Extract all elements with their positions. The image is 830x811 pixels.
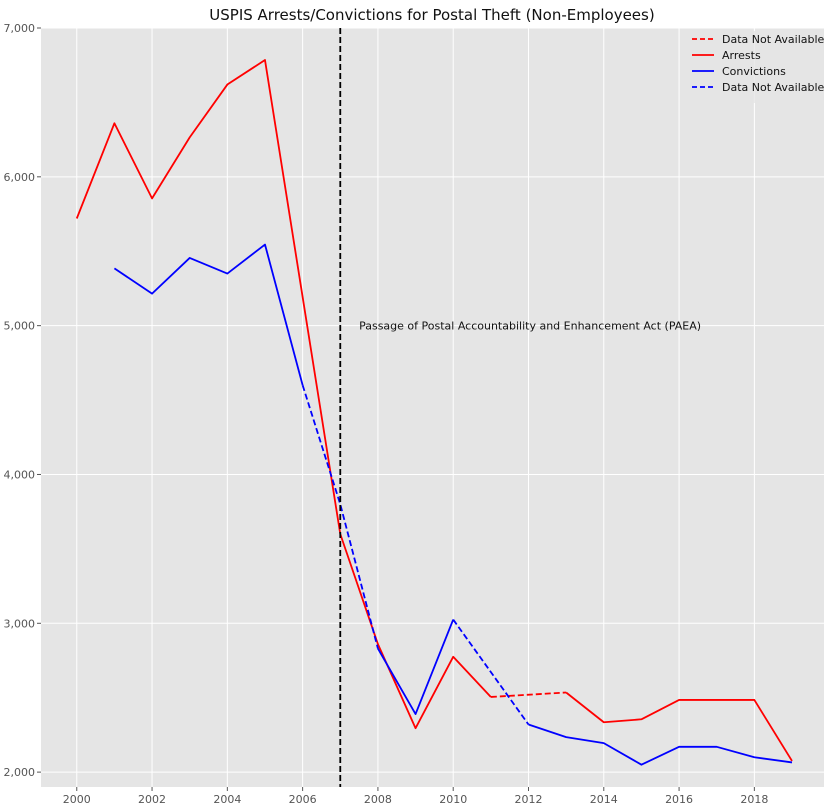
axes: 2,000 3,000 4,000 5,000 6,000 7,000 2000 2002 20… [4,22,769,806]
grid-lines [41,27,824,787]
y-tick-label: 3,000 [4,617,36,630]
legend-label: Data Not Available [722,33,825,46]
x-tick-label: 2010 [439,793,467,806]
x-tick-label: 2000 [63,793,91,806]
y-tick-label: 7,000 [4,22,36,35]
legend-label: Convictions [722,65,786,78]
x-tick-label: 2016 [665,793,693,806]
y-tick-label: 5,000 [4,320,36,333]
legend: Data Not Available Arrests Convictions Data… [684,31,825,103]
x-tick-label: 2004 [213,793,241,806]
chart-title: USPIS Arrests/Convictions for Postal The… [209,6,654,24]
paea-annotation: Passage of Postal Accountability and Enh… [359,320,701,333]
series-line-data-not-available-blue [301,384,530,726]
x-tick-label: 2018 [740,793,768,806]
series-line-convictions-blue [113,243,793,766]
y-tick-label: 6,000 [4,171,36,184]
y-tick-label: 4,000 [4,468,36,481]
x-tick-label: 2012 [514,793,542,806]
x-tick-label: 2002 [138,793,166,806]
legend-label: Arrests [722,49,761,62]
series-line-data-not-available-red [490,691,567,698]
x-tick-label: 2008 [364,793,392,806]
legend-frame [684,31,820,103]
legend-label: Data Not Available [722,81,825,94]
x-tick-label: 2014 [590,793,618,806]
plot-area [41,28,824,787]
series-line-arrests-red [75,59,793,762]
y-tick-label: 2,000 [4,766,36,779]
x-tick-label: 2006 [289,793,317,806]
series-lines [75,59,793,766]
